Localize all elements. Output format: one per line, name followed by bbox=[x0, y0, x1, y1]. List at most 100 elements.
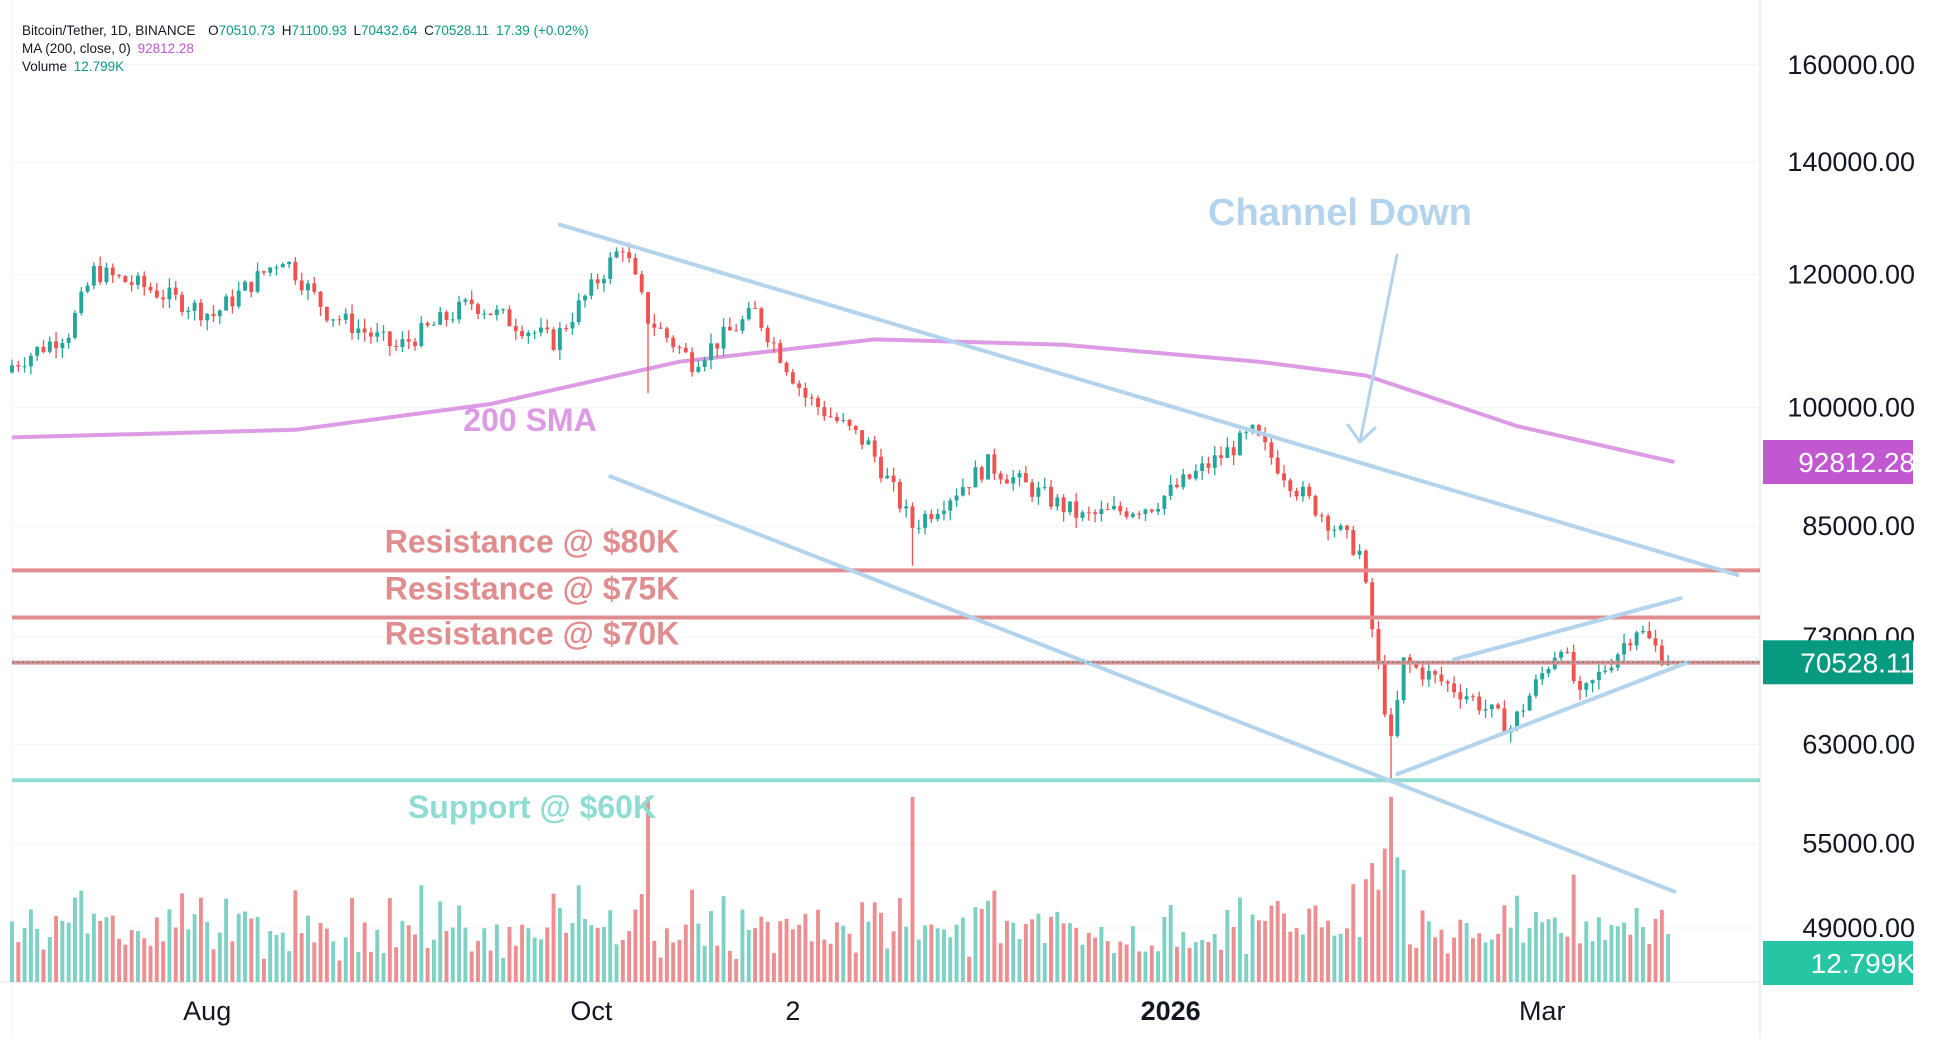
volume-bar bbox=[1363, 879, 1368, 982]
y-tick-label: 100000.00 bbox=[1787, 393, 1915, 423]
volume-value-badge-text: 12.799K bbox=[1811, 948, 1916, 979]
volume-bar bbox=[280, 932, 285, 982]
candle-body bbox=[1565, 651, 1570, 653]
volume-bar bbox=[450, 927, 455, 982]
candle-body bbox=[746, 307, 751, 320]
volume-bar bbox=[1351, 884, 1356, 982]
candle-body bbox=[1653, 638, 1658, 646]
x-tick-label: 2026 bbox=[1141, 996, 1201, 1026]
volume-bar bbox=[1578, 943, 1582, 982]
volume-bar bbox=[79, 890, 84, 982]
volume-bar bbox=[274, 934, 279, 982]
volume-bar bbox=[1282, 913, 1286, 982]
volume-bar bbox=[1294, 928, 1299, 982]
candle-body bbox=[1578, 681, 1582, 690]
candle-body bbox=[1338, 525, 1343, 530]
x-axis: Aug Oct 2 2026 Mar bbox=[183, 996, 1565, 1026]
candle-body bbox=[1105, 509, 1110, 511]
candle-body bbox=[696, 366, 701, 372]
y-tick-label: 120000.00 bbox=[1787, 260, 1915, 290]
candle-body bbox=[110, 267, 115, 276]
candle-body bbox=[526, 332, 531, 337]
volume-bar bbox=[249, 918, 254, 982]
volume-bar bbox=[1615, 926, 1620, 982]
volume-bar bbox=[1313, 905, 1318, 982]
candle-body bbox=[167, 287, 172, 300]
candle-body bbox=[1464, 696, 1469, 700]
candle-body bbox=[1596, 671, 1601, 681]
legend-low-label: L bbox=[353, 23, 362, 38]
volume-bar bbox=[1332, 935, 1337, 982]
legend-volume-value: 12.799K bbox=[73, 59, 125, 74]
candle-body bbox=[1382, 662, 1387, 715]
volume-bar bbox=[104, 917, 109, 982]
candle-body bbox=[1489, 704, 1494, 710]
candle-body bbox=[1130, 513, 1135, 517]
y-tick-label: 140000.00 bbox=[1787, 147, 1915, 177]
candle-body bbox=[671, 337, 676, 348]
candle-body bbox=[1546, 668, 1551, 674]
volume-bar bbox=[444, 931, 449, 982]
volume-bar bbox=[375, 929, 380, 982]
candle-body bbox=[312, 283, 317, 292]
volume-bar bbox=[879, 912, 883, 982]
y-tick-label: 160000.00 bbox=[1787, 50, 1915, 80]
volume-bar bbox=[1093, 937, 1098, 982]
candle-body bbox=[828, 416, 833, 418]
channels bbox=[557, 222, 1740, 894]
volume-bar bbox=[10, 921, 14, 982]
volume-bar bbox=[960, 917, 965, 982]
candle-body bbox=[249, 281, 254, 292]
volume-bar bbox=[312, 942, 317, 982]
candle-body bbox=[1584, 683, 1589, 690]
candle-body bbox=[1011, 477, 1016, 484]
volume-bar bbox=[1609, 924, 1614, 982]
volume-bar bbox=[620, 939, 625, 982]
candle-body bbox=[702, 360, 707, 367]
volume-bar bbox=[1300, 934, 1305, 982]
volume-bar bbox=[1483, 942, 1488, 982]
volume-bar bbox=[860, 902, 865, 982]
volume-bar bbox=[539, 939, 543, 982]
candle-body bbox=[753, 307, 758, 309]
candle-body bbox=[790, 372, 795, 384]
volume-bar bbox=[1130, 926, 1135, 982]
candle-body bbox=[387, 331, 392, 347]
candle-body bbox=[1124, 511, 1129, 517]
candle-body bbox=[1231, 447, 1236, 456]
volume-bar bbox=[1074, 927, 1079, 982]
volume-bar bbox=[501, 957, 506, 982]
legend-close-label: C bbox=[424, 23, 434, 38]
legend-low: 70432.64 bbox=[361, 23, 418, 38]
candle-body bbox=[419, 322, 424, 346]
candle-body bbox=[935, 513, 940, 520]
volume-bar bbox=[885, 948, 890, 982]
volume-bar bbox=[419, 885, 424, 982]
candle-body bbox=[1112, 506, 1116, 510]
candle-body bbox=[337, 319, 342, 321]
candle-body bbox=[1099, 509, 1104, 515]
candle-body bbox=[1181, 474, 1186, 488]
volume-bar bbox=[526, 928, 531, 982]
candle-body bbox=[413, 341, 417, 346]
legend-ma-row: MA (200, close, 0) 92812.28 bbox=[22, 40, 592, 58]
x-tick-label: Mar bbox=[1519, 996, 1566, 1026]
volume-bar bbox=[897, 898, 902, 982]
volume-bar bbox=[702, 945, 707, 982]
volume-bar bbox=[1137, 951, 1142, 982]
candle-body bbox=[60, 342, 65, 349]
candle-body bbox=[1559, 651, 1564, 658]
candle-body bbox=[1049, 486, 1053, 507]
volume-bar bbox=[916, 939, 921, 982]
volume-bar bbox=[740, 909, 745, 982]
candle-body bbox=[784, 362, 789, 373]
volume-bar bbox=[1540, 922, 1545, 982]
volume-bar bbox=[532, 937, 537, 982]
volume-bar bbox=[1319, 927, 1324, 982]
candle-body bbox=[268, 267, 273, 273]
volume-bar bbox=[1603, 940, 1608, 982]
volume-bar bbox=[1647, 944, 1652, 982]
candle-body bbox=[834, 416, 839, 421]
